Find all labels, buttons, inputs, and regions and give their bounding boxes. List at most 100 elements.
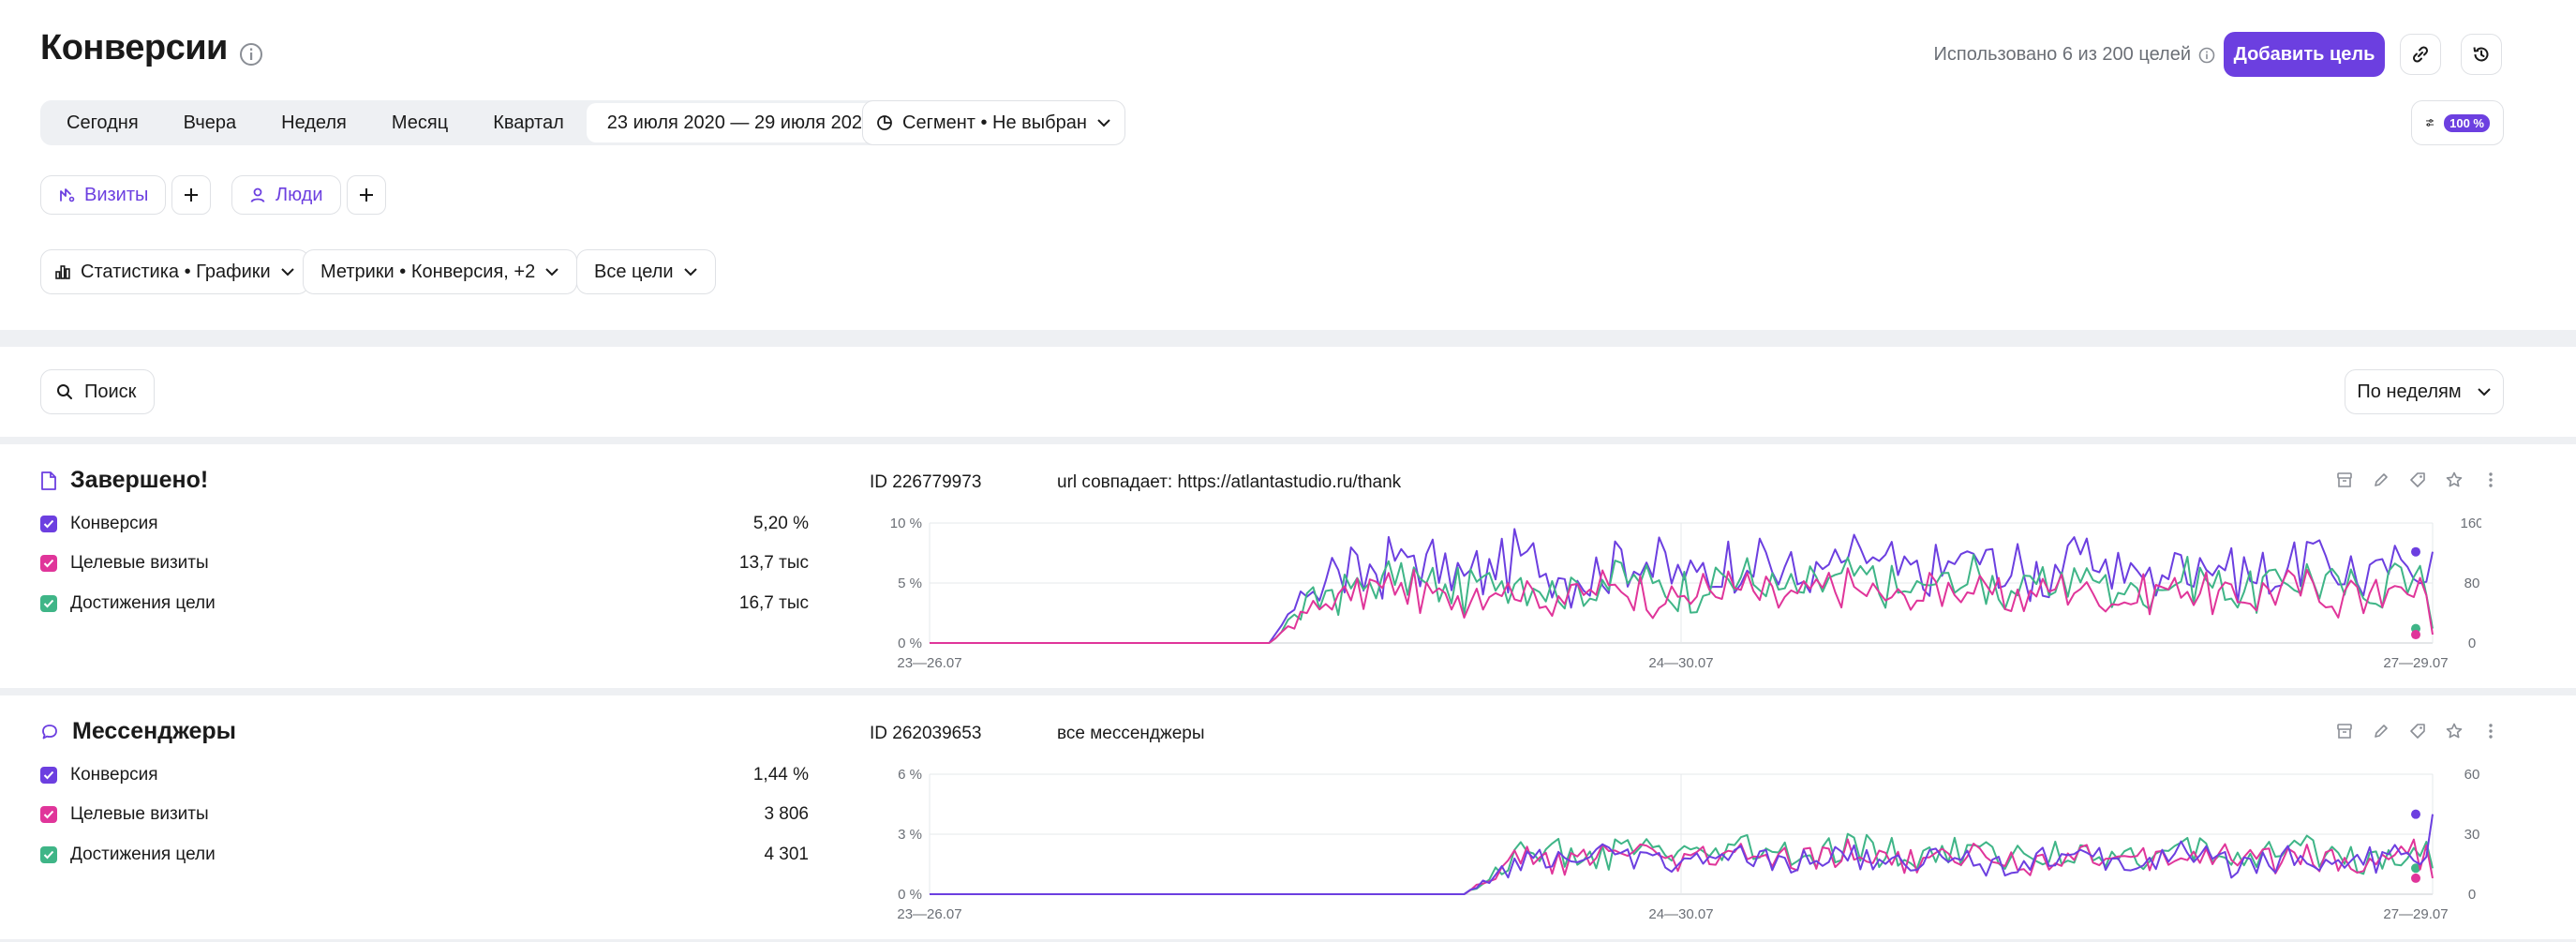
series-end-point-conversion <box>2411 809 2420 819</box>
segment-dropdown[interactable]: Сегмент • Не выбран <box>862 100 1125 145</box>
info-icon[interactable] <box>239 42 263 67</box>
x-tick-label: 23—26.07 <box>897 906 961 920</box>
file-icon <box>41 471 56 490</box>
copy-link-button[interactable] <box>2400 34 2441 75</box>
metric-conversion[interactable]: Конверсия 1,44 % <box>40 765 809 785</box>
report-header: Конверсии Использовано 6 из 200 целей До… <box>0 0 2576 330</box>
x-tick-label: 24—30.07 <box>1648 906 1713 920</box>
favorite-button[interactable] <box>2443 720 2465 742</box>
add-people-grouping-button[interactable] <box>347 175 386 215</box>
sampling-button[interactable]: 100 % <box>2411 100 2504 145</box>
y-right-tick-label: 80 <box>2464 576 2480 591</box>
metric-value: 13,7 тыс <box>738 553 809 573</box>
star-icon <box>2446 723 2463 739</box>
detail-dropdown[interactable]: По неделям <box>2345 369 2504 414</box>
period-week[interactable]: Неделя <box>281 112 347 133</box>
goal-title-text: Завершено! <box>70 467 209 493</box>
chat-icon <box>42 724 57 739</box>
info-small-icon[interactable] <box>2198 47 2215 64</box>
search-button[interactable]: Поиск <box>40 369 155 414</box>
checkbox-icon[interactable] <box>40 595 57 612</box>
goal-condition: все мессенджеры <box>1057 724 1205 743</box>
add-visits-grouping-button[interactable] <box>171 175 211 215</box>
sampling-badge: 100 % <box>2444 113 2490 132</box>
metrics-label: Метрики • Конверсия, +2 <box>320 261 536 282</box>
tag-button[interactable] <box>2406 720 2429 742</box>
pencil-icon <box>2375 725 2388 738</box>
more-button[interactable] <box>2479 720 2502 742</box>
checkbox-icon[interactable] <box>40 555 57 572</box>
goal-condition: url совпадает: https://atlantastudio.ru/… <box>1057 472 1402 492</box>
link-icon <box>2412 46 2429 63</box>
pencil-icon <box>2375 473 2388 486</box>
edit-button[interactable] <box>2370 469 2392 491</box>
checkbox-icon[interactable] <box>40 846 57 863</box>
metrics-dropdown[interactable]: Метрики • Конверсия, +2 <box>303 249 578 294</box>
goal-title[interactable]: Мессенджеры <box>40 718 236 745</box>
period-month[interactable]: Месяц <box>391 112 449 133</box>
goals-usage-text: Использовано 6 из 200 целей <box>1933 44 2191 65</box>
goal-card: Завершено! Конверсия 5,20 % Целевые визи… <box>0 444 2576 688</box>
period-quarter[interactable]: Квартал <box>493 112 564 133</box>
checkbox-icon[interactable] <box>40 806 57 823</box>
archive-button[interactable] <box>2333 469 2356 491</box>
x-tick-label: 27—29.07 <box>2383 906 2448 920</box>
history-button[interactable] <box>2461 34 2502 75</box>
tag-icon <box>2410 724 2425 739</box>
more-button[interactable] <box>2479 469 2502 491</box>
bar-chart-icon <box>55 265 70 279</box>
plus-icon <box>185 188 198 202</box>
grouping-visits[interactable]: Визиты <box>40 175 167 215</box>
series-end-point-target_visits <box>2411 630 2420 640</box>
history-icon <box>2473 47 2489 62</box>
checkbox-icon[interactable] <box>40 516 57 532</box>
metric-target-visits[interactable]: Целевые визиты 13,7 тыс <box>40 553 809 574</box>
detail-label: По неделям <box>2357 381 2462 402</box>
add-goal-button[interactable]: Добавить цель <box>2224 32 2385 77</box>
favorite-button[interactable] <box>2443 469 2465 491</box>
grouping-people[interactable]: Люди <box>231 175 341 215</box>
goal-title[interactable]: Завершено! <box>40 467 208 494</box>
y-right-tick-label: 60 <box>2464 767 2480 783</box>
metric-name: Целевые визиты <box>70 804 209 824</box>
person-icon <box>250 187 265 202</box>
checkbox-icon[interactable] <box>40 767 57 784</box>
metric-goal-reaches[interactable]: Достижения цели 4 301 <box>40 845 809 865</box>
section-divider <box>0 939 2576 942</box>
metric-conversion[interactable]: Конверсия 5,20 % <box>40 514 809 534</box>
chevron-down-icon <box>280 268 294 277</box>
kebab-icon <box>2489 472 2493 487</box>
metric-name: Конверсия <box>70 765 158 785</box>
archive-button[interactable] <box>2333 720 2356 742</box>
archive-icon <box>2337 472 2352 487</box>
star-icon <box>2446 471 2463 487</box>
metric-name: Целевые визиты <box>70 553 209 573</box>
chevron-down-icon <box>545 268 558 277</box>
y-left-tick-label: 6 % <box>898 767 922 783</box>
report-type-dropdown[interactable]: Статистика • Графики <box>40 249 309 294</box>
report-type-label: Статистика • Графики <box>81 261 271 282</box>
goals-dropdown[interactable]: Все цели <box>576 249 716 294</box>
search-label: Поиск <box>84 381 137 402</box>
metric-value: 1,44 % <box>752 765 809 785</box>
goal-chart[interactable]: 6 % 3 % 0 % 60 30 0 23—26.07 24—30.07 27—29.07 <box>870 761 2481 920</box>
section-divider <box>0 437 2576 444</box>
tag-icon <box>2410 472 2425 487</box>
series-end-point-conversion <box>2411 546 2420 557</box>
period-today[interactable]: Сегодня <box>67 112 139 133</box>
goal-actions <box>2333 720 2502 742</box>
metric-name: Достижения цели <box>70 593 216 613</box>
metric-goal-reaches[interactable]: Достижения цели 16,7 тыс <box>40 593 809 614</box>
tag-button[interactable] <box>2406 469 2429 491</box>
goal-title-text: Мессенджеры <box>72 718 236 744</box>
goal-chart[interactable]: 10 % 5 % 0 % 160 80 0 23—26.07 24—30.07 27—29.07 <box>870 510 2481 669</box>
x-tick-label: 27—29.07 <box>2383 655 2448 669</box>
period-yesterday[interactable]: Вчера <box>183 112 237 133</box>
edit-button[interactable] <box>2370 720 2392 742</box>
pie-icon <box>877 115 892 130</box>
series-line-target_visits <box>930 567 2434 644</box>
metric-value: 3 806 <box>764 804 809 824</box>
metric-target-visits[interactable]: Целевые визиты 3 806 <box>40 804 809 825</box>
goal-card: Мессенджеры Конверсия 1,44 % Целевые виз… <box>0 695 2576 939</box>
y-right-tick-label: 30 <box>2464 827 2480 843</box>
